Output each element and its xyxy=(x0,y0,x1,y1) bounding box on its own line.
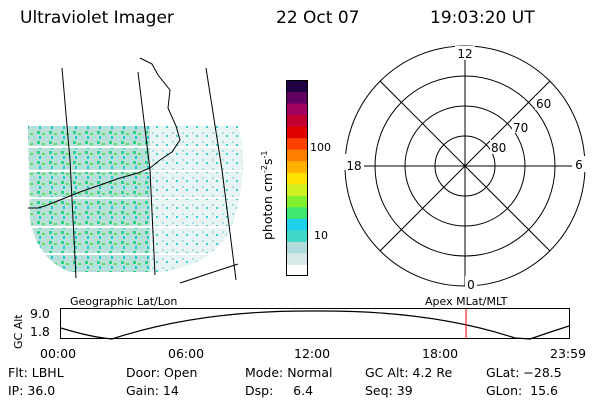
instrument-title: Ultraviolet Imager xyxy=(20,8,174,28)
glat-value: GLat: −28.5 xyxy=(486,365,562,380)
latitude-line xyxy=(179,263,239,284)
mlt-label-12: 12 xyxy=(457,47,472,61)
alt-ylabel: GC Alt xyxy=(12,314,25,349)
alt-xtick-1800: 18:00 xyxy=(422,346,459,361)
filter-value: Flt: LBHL xyxy=(8,365,64,380)
meridian-lines xyxy=(61,67,237,281)
colorbar-band xyxy=(286,241,308,254)
colorbar-band xyxy=(286,126,308,139)
mlat-label-80: 80 xyxy=(491,141,506,155)
seq-value: Seq: 39 xyxy=(365,383,413,398)
mlt-label-0: 0 xyxy=(467,278,475,292)
dsp-value: Dsp: 6.4 xyxy=(245,383,314,398)
alt-ytick-low: 1.8 xyxy=(30,324,50,339)
colorbar-band xyxy=(286,160,308,173)
mlat-label-60: 60 xyxy=(536,97,551,111)
colorbar-units-label: photon cm-2s-1 xyxy=(260,150,276,240)
door-value: Door: Open xyxy=(126,365,198,380)
mode-value: Mode: Normal xyxy=(245,365,333,380)
colorbar-band xyxy=(286,218,308,231)
geographic-label: Geographic Lat/Lon xyxy=(70,295,178,308)
auroral-image xyxy=(28,57,245,284)
colorbar-band xyxy=(286,91,308,104)
alt-xtick-0600: 06:00 xyxy=(168,346,205,361)
colorbar xyxy=(286,80,308,276)
colorbar-band xyxy=(286,195,308,208)
time-label: 19:03:20 UT xyxy=(430,8,535,28)
colorbar-tick-10: 10 xyxy=(314,229,328,242)
colorbar-band xyxy=(286,172,308,185)
colorbar-band xyxy=(286,114,308,127)
colorbar-band xyxy=(286,229,308,242)
altitude-plot xyxy=(60,308,570,340)
colorbar-band xyxy=(286,264,308,276)
colorbar-band xyxy=(286,137,308,150)
glon-value: GLon: 15.6 xyxy=(486,383,558,398)
alt-xtick-1200: 12:00 xyxy=(294,346,331,361)
altitude-curve xyxy=(60,310,570,340)
mlt-label-18: 18 xyxy=(346,159,361,173)
colorbar-tick-100: 100 xyxy=(310,141,331,154)
colorbar-band xyxy=(286,183,308,196)
colorbar-band xyxy=(286,103,308,116)
coastline xyxy=(28,57,181,209)
mlat-label-70: 70 xyxy=(513,121,528,135)
gc-alt-value: GC Alt: 4.2 Re xyxy=(365,365,453,380)
alt-xtick-2359: 23:59 xyxy=(550,346,587,361)
colorbar-band xyxy=(286,80,308,93)
polar-grid: 12 18 6 0 60 70 80 xyxy=(340,45,586,292)
colorbar-band xyxy=(286,206,308,219)
gain-value: Gain: 14 xyxy=(126,383,179,398)
mlt-label-6: 6 xyxy=(575,158,583,172)
alt-xtick-0000: 00:00 xyxy=(40,346,77,361)
colorbar-band xyxy=(286,252,308,265)
alt-ytick-high: 9.0 xyxy=(30,306,50,321)
colorbar-band xyxy=(286,149,308,162)
ip-value: IP: 36.0 xyxy=(8,383,56,398)
apex-label: Apex MLat/MLT xyxy=(425,295,508,308)
date-label: 22 Oct 07 xyxy=(276,8,360,28)
